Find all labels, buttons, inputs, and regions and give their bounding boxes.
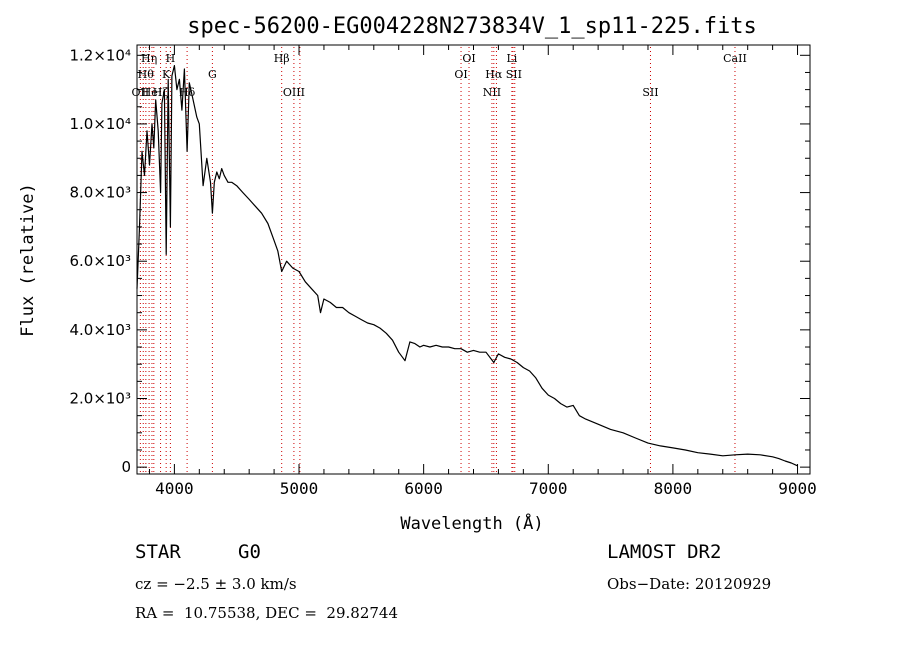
spectral-line-label: OI	[454, 68, 467, 81]
chart-title: spec-56200-EG004228N273834V_1_sp11-225.f…	[187, 14, 757, 39]
redshift-cz: cz = −2.5 ± 3.0 km/s	[135, 575, 297, 593]
spectral-line-label: Hβ	[274, 52, 290, 65]
spectral-line-label: G	[208, 68, 217, 81]
spectrum-chart: spec-56200-EG004228N273834V_1_sp11-225.f…	[18, 14, 817, 534]
x-tick-label: 4000	[155, 479, 194, 498]
spectral-line-label: OIII	[283, 86, 305, 99]
spectral-line-label: Hζ	[153, 86, 169, 99]
x-axis-label: Wavelength (Å)	[400, 512, 543, 534]
spectral-line-label: Hα	[485, 68, 503, 81]
spectral-line-label: H	[166, 52, 176, 65]
plot-frame	[136, 44, 811, 475]
y-tick-label: 0	[121, 458, 131, 476]
y-tick-label: 1.2×10⁴	[69, 46, 131, 64]
spectrum-series	[136, 64, 798, 467]
spectral-line-label: HeI	[142, 86, 162, 99]
spectral-line-label: CaII	[723, 52, 747, 65]
y-tick-label: 6.0×10³	[69, 252, 131, 270]
spectral-line-label: OII	[132, 86, 150, 99]
spectral-line-label: SII	[642, 86, 658, 99]
spectral-line-markers	[139, 47, 736, 474]
spectral-line-label: Hθ	[138, 68, 155, 81]
spectral-line-label: Hη	[141, 52, 157, 65]
spectral-line-label: K	[162, 68, 171, 81]
y-tick-label: 4.0×10³	[69, 321, 131, 339]
x-tick-label: 7000	[529, 479, 568, 498]
spectrum-line	[136, 64, 798, 467]
x-tick-label: 6000	[404, 479, 443, 498]
survey-name: LAMOST DR2	[607, 541, 722, 563]
spectral-line-label: NII	[483, 86, 501, 99]
x-tick-label: 5000	[280, 479, 319, 498]
object-class: STAR	[135, 541, 181, 563]
y-axis: 0 2.0×10³ 4.0×10³ 6.0×10³ 8.0×10³ 1.0×10⁴ 1.2×…	[69, 46, 810, 476]
object-subclass: G0	[238, 541, 261, 563]
y-tick-label: 1.0×10⁴	[69, 115, 131, 133]
y-tick-label: 2.0×10³	[69, 389, 131, 407]
observation-date: Obs−Date: 20120929	[607, 575, 772, 593]
spectral-line-label: Li	[506, 52, 517, 65]
coordinates: RA = 10.75538, DEC = 29.82744	[135, 604, 399, 622]
y-tick-label: 8.0×10³	[69, 184, 131, 202]
x-tick-label: 9000	[778, 479, 817, 498]
spectral-line-label: SII	[506, 68, 522, 81]
spectral-line-label: Hδ	[179, 86, 196, 99]
spectral-line-label: OI	[462, 52, 475, 65]
x-axis: 4000 5000 6000 7000 8000 9000	[148, 45, 817, 498]
y-axis-label: Flux (relative)	[18, 183, 38, 337]
x-tick-label: 8000	[654, 479, 693, 498]
